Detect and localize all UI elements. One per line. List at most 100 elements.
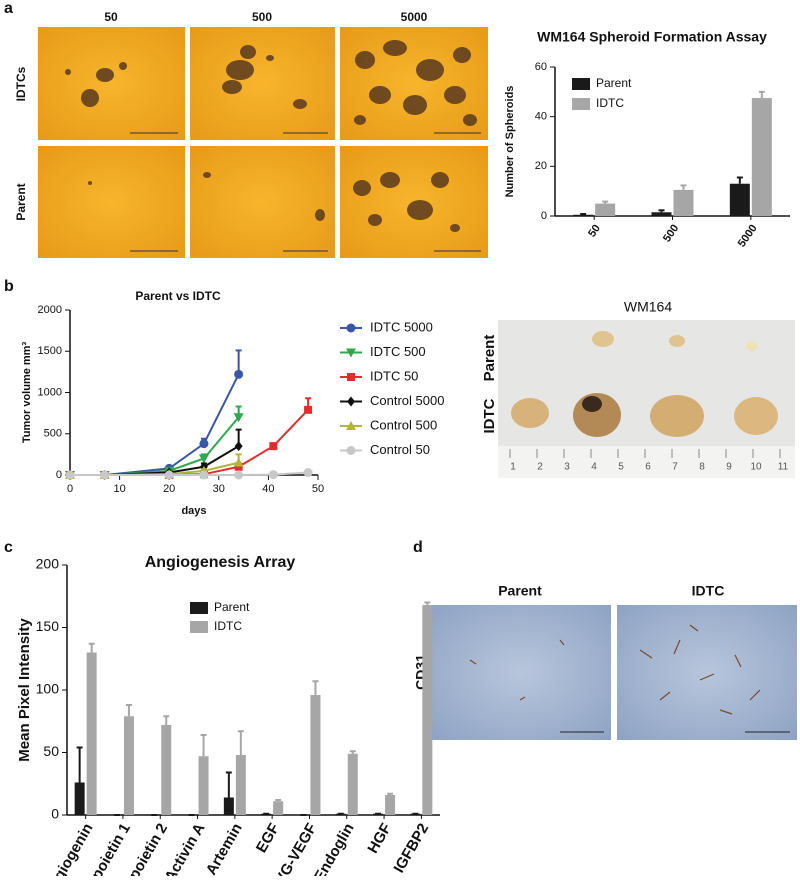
bar xyxy=(123,716,134,815)
ruler-label: 3 xyxy=(564,462,570,473)
tumor-photo: WM164 Parent IDTC xyxy=(481,299,795,478)
y-axis-label: Tumor volume mm³ xyxy=(21,342,33,444)
marker xyxy=(346,323,356,333)
marker xyxy=(199,439,209,449)
photo-title: WM164 xyxy=(624,299,672,315)
chart-title: Parent vs IDTC xyxy=(135,289,221,303)
y-tick-label: 0 xyxy=(541,210,547,222)
marker xyxy=(268,470,278,480)
panel-label: a xyxy=(4,0,13,17)
y-tick-label: 0 xyxy=(51,806,59,822)
x-axis-label: days xyxy=(181,505,206,517)
y-tick-label: 1000 xyxy=(38,386,62,398)
bar xyxy=(223,797,234,815)
bar xyxy=(161,725,172,815)
marker xyxy=(304,405,313,414)
column-label: 50 xyxy=(104,10,118,24)
legend-label: Control 500 xyxy=(370,417,437,432)
x-tick-label: Angiogenin xyxy=(41,820,97,876)
marker xyxy=(234,369,244,379)
chart-title: Angiogenesis Array xyxy=(145,554,296,571)
marker xyxy=(233,413,244,423)
panel-label: c xyxy=(4,539,13,556)
marker xyxy=(234,470,244,480)
legend-label: IDTC xyxy=(596,96,624,110)
legend-label: Parent xyxy=(596,76,632,90)
ruler-label: 5 xyxy=(618,462,624,473)
column-label: IDTC xyxy=(692,583,725,599)
ruler-label: 7 xyxy=(672,462,678,473)
ruler-label: 9 xyxy=(726,462,732,473)
x-tick-label: 0 xyxy=(67,483,73,495)
marker xyxy=(199,470,209,480)
bar xyxy=(310,695,321,815)
bar xyxy=(729,183,750,216)
bar xyxy=(198,756,209,815)
x-tick-label: HGF xyxy=(364,820,395,856)
bar xyxy=(235,755,246,815)
bar xyxy=(347,753,358,815)
line xyxy=(70,373,240,476)
legend-label: Control 50 xyxy=(370,442,430,457)
row-label: IDTCs xyxy=(14,66,28,101)
y-axis-label: Number of Spheroids xyxy=(504,86,516,198)
x-tick-label: 30 xyxy=(213,483,225,495)
x-tick-label: Artemin xyxy=(203,820,246,876)
marker xyxy=(65,470,75,480)
ruler-label: 4 xyxy=(591,462,597,473)
row-label: IDTC xyxy=(481,398,498,433)
ruler-label: 1 xyxy=(510,462,516,473)
bar xyxy=(422,605,433,815)
bar xyxy=(595,203,616,216)
marker xyxy=(100,470,110,480)
y-tick-label: 200 xyxy=(36,556,60,572)
ruler-label: 10 xyxy=(750,462,762,473)
marker xyxy=(234,441,243,452)
ruler-label: 2 xyxy=(537,462,543,473)
column-label: 5000 xyxy=(401,10,428,24)
marker xyxy=(347,396,355,407)
chart-title: WM164 Spheroid Formation Assay xyxy=(537,29,767,45)
marker xyxy=(234,462,243,471)
y-tick-label: 2000 xyxy=(38,304,62,316)
marker xyxy=(346,348,356,358)
legend-label: Control 5000 xyxy=(370,393,444,408)
row-label: Parent xyxy=(481,335,498,382)
bar xyxy=(385,795,396,815)
marker xyxy=(346,446,356,455)
y-tick-label: 60 xyxy=(535,61,547,73)
y-tick-label: 40 xyxy=(535,111,547,123)
panel-label: d xyxy=(413,539,423,556)
legend-label: IDTC xyxy=(214,619,242,633)
legend-label: IDTC 5000 xyxy=(370,319,433,334)
y-tick-label: 1500 xyxy=(38,345,62,357)
bar xyxy=(751,98,772,216)
x-tick-label: EGF xyxy=(253,820,283,855)
marker xyxy=(303,468,313,478)
x-tick-label: 10 xyxy=(113,483,125,495)
y-tick-label: 150 xyxy=(36,618,60,634)
y-tick-label: 500 xyxy=(44,428,62,440)
x-tick-label: 50 xyxy=(586,223,603,240)
x-tick-label: 50 xyxy=(312,483,324,495)
ruler-label: 11 xyxy=(778,462,789,473)
legend-swatch xyxy=(190,621,208,633)
bar xyxy=(573,214,594,216)
micrographs: 50 500 5000 IDTCs Parent xyxy=(14,10,488,258)
marker xyxy=(347,373,355,381)
row-label: Parent xyxy=(14,183,28,220)
legend-label: IDTC 500 xyxy=(370,344,426,359)
marker xyxy=(198,454,209,464)
ruler-label: 6 xyxy=(645,462,651,473)
bar xyxy=(273,801,284,815)
legend-label: IDTC 50 xyxy=(370,368,418,383)
ruler-label: 8 xyxy=(699,462,705,473)
x-tick-label: 40 xyxy=(262,483,274,495)
x-tick-label: IGFBP2 xyxy=(390,820,432,875)
bar xyxy=(74,782,85,815)
marker xyxy=(233,457,244,467)
legend-swatch xyxy=(572,98,590,110)
y-tick-label: 20 xyxy=(535,160,547,172)
bar xyxy=(673,189,694,216)
